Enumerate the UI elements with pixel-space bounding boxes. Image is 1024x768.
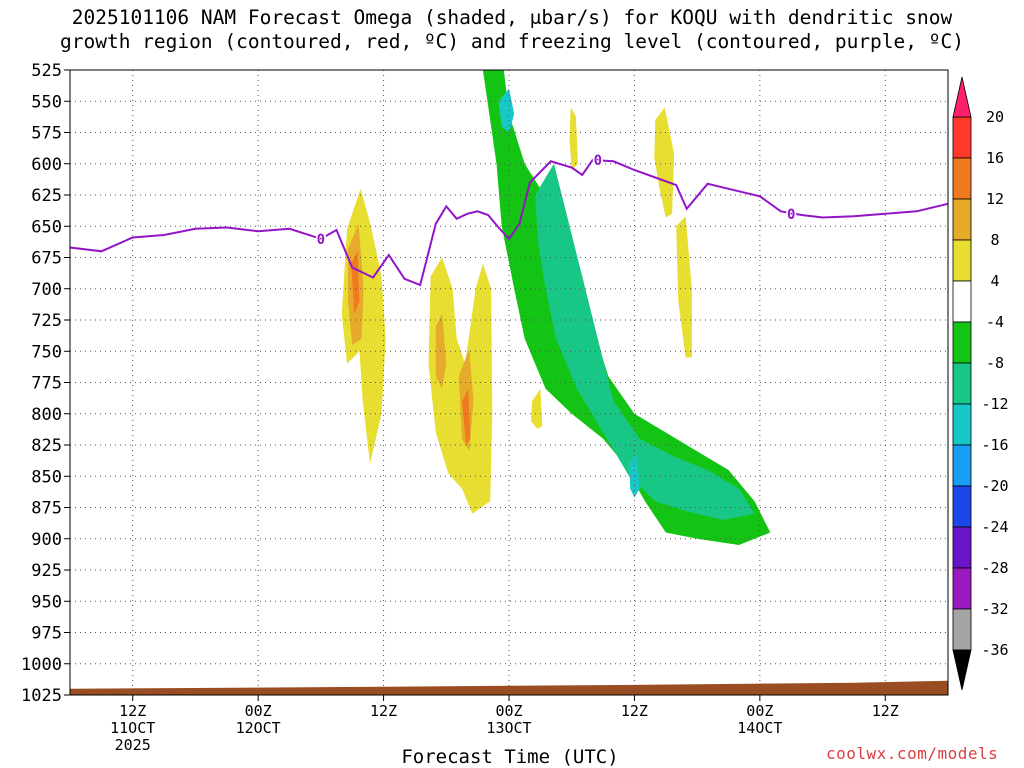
y-tick-label-18: 975	[31, 624, 62, 644]
x-tick-label-1-0: 00Z	[245, 702, 272, 720]
x-tick-label-0-2: 2025	[115, 736, 151, 754]
colorbar-label-13: -36	[981, 641, 1008, 659]
colorbar-label-5: -4	[986, 313, 1004, 331]
x-tick-label-4-0: 12Z	[621, 702, 648, 720]
omega-region-7	[535, 163, 755, 521]
y-tick-label-7: 700	[31, 280, 62, 300]
x-tick-label-0-1: 11OCT	[110, 719, 155, 737]
x-axis-label: Forecast Time (UTC)	[401, 746, 619, 768]
x-tick-label-2-0: 12Z	[370, 702, 397, 720]
colorbar-label-8: -16	[981, 436, 1008, 454]
omega-region-5	[574, 513, 584, 558]
omega-region-4	[671, 70, 716, 249]
terrain-layer	[70, 680, 948, 695]
y-tick-label-9: 750	[31, 342, 62, 362]
y-tick-label-17: 950	[31, 592, 62, 612]
y-tick-label-13: 850	[31, 467, 62, 487]
omega-region-0	[315, 70, 337, 164]
colorbar-segment-3	[952, 239, 972, 282]
freezing-level-label-1: 0	[594, 153, 602, 169]
colorbar-label-3: 8	[990, 231, 999, 249]
x-tick-label-1-1: 12OCT	[236, 719, 281, 737]
colorbar-label-1: 16	[986, 149, 1004, 167]
colorbar-segment-11	[952, 567, 972, 610]
omega-region-12	[676, 216, 692, 358]
omega-region-1	[344, 70, 400, 289]
freezing-level-label-0: 0	[317, 232, 325, 248]
colorbar: 20 16 12 8 4 -4 -8 -12 -16 -20 -24 -28 -32 -36	[952, 76, 1009, 691]
freezing-level-label-2: 0	[787, 207, 795, 223]
omega-region-17	[435, 313, 447, 389]
freezing-label-bg-1	[592, 152, 603, 167]
freezing-level-layer: 0 0 0	[69, 152, 949, 287]
colorbar-label-2: 12	[986, 190, 1004, 208]
y-tick-label-15: 900	[31, 530, 62, 550]
colorbar-segment-7	[952, 403, 972, 446]
x-tick-label-5-0: 00Z	[746, 702, 773, 720]
omega-shading-layer	[315, 70, 792, 620]
colorbar-top-arrow	[952, 76, 972, 118]
y-tick-label-4: 625	[31, 186, 62, 206]
y-tick-label-10: 775	[31, 374, 62, 394]
colorbar-bottom-arrow	[952, 649, 972, 691]
freezing-label-bg-2	[786, 205, 797, 221]
omega-region-20	[462, 388, 471, 445]
y-tick-label-8: 725	[31, 311, 62, 331]
chart-title-line-1: 2025101106 NAM Forecast Omega (shaded, μ…	[71, 6, 953, 29]
colorbar-segment-8	[952, 444, 972, 487]
omega-region-10	[569, 107, 578, 170]
y-tick-label-12: 825	[31, 436, 62, 456]
colorbar-segment-6	[952, 362, 972, 405]
omega-region-11	[654, 107, 675, 218]
x-tick-label-5-1: 14OCT	[737, 719, 782, 737]
colorbar-segment-1	[952, 157, 972, 200]
x-tick-label-6-0: 12Z	[872, 702, 899, 720]
colorbar-label-7: -12	[981, 395, 1008, 413]
colorbar-segment-4	[952, 280, 972, 323]
colorbar-label-9: -20	[981, 477, 1008, 495]
colorbar-label-4: 4	[990, 272, 999, 290]
omega-region-8	[498, 88, 515, 133]
y-tick-label-20: 1025	[21, 686, 62, 706]
y-tick-label-6: 675	[31, 249, 62, 269]
y-tick-label-3: 600	[31, 155, 62, 175]
y-tick-label-1: 550	[31, 92, 62, 112]
y-tick-label-11: 800	[31, 405, 62, 425]
freezing-level-line	[69, 158, 949, 287]
colorbar-label-11: -28	[981, 559, 1008, 577]
colorbar-segment-9	[952, 485, 972, 528]
colorbar-label-6: -8	[986, 354, 1004, 372]
colorbar-segment-5	[952, 321, 972, 364]
x-tick-label-0-0: 12Z	[119, 702, 146, 720]
terrain-fill	[70, 680, 948, 695]
y-tick-label-5: 650	[31, 217, 62, 237]
colorbar-label-10: -24	[981, 518, 1008, 536]
chart-title-line-2: growth region (contoured, red, ºC) and f…	[60, 30, 964, 53]
y-tick-label-0: 525	[31, 61, 62, 81]
credit-text: coolwx.com/models	[826, 744, 999, 763]
colorbar-label-0: 20	[986, 108, 1004, 126]
omega-region-15	[531, 388, 543, 429]
axes-layer: 525 550 575 600 625 650 675 700 725 750 775 800 825 8…	[21, 61, 949, 754]
colorbar-segment-2	[952, 198, 972, 241]
colorbar-label-12: -32	[981, 600, 1008, 618]
grid-layer	[70, 69, 948, 696]
y-tick-label-2: 575	[31, 124, 62, 144]
colorbar-segment-12	[952, 608, 972, 651]
colorbar-segment-10	[952, 526, 972, 569]
y-tick-label-19: 1000	[21, 655, 62, 675]
x-tick-label-3-1: 13OCT	[486, 719, 531, 737]
colorbar-segment-0	[952, 116, 972, 159]
y-tick-label-16: 925	[31, 561, 62, 581]
freezing-label-bg-0	[315, 230, 326, 246]
y-tick-label-14: 875	[31, 499, 62, 519]
x-tick-label-3-0: 00Z	[495, 702, 522, 720]
